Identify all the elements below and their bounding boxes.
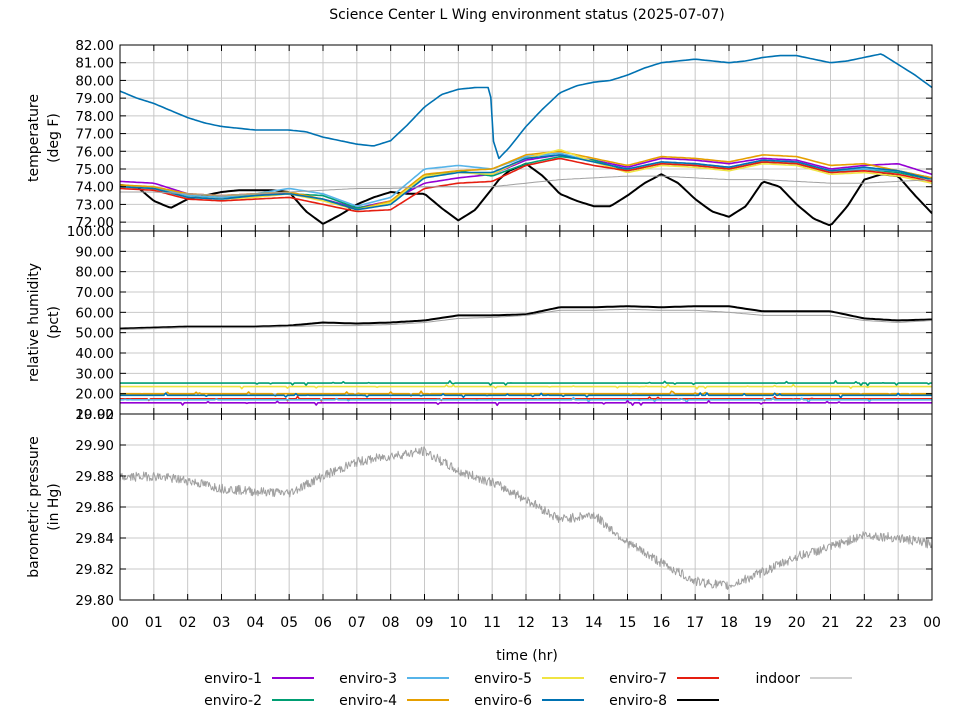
y-tick-label: 76.00 bbox=[75, 144, 114, 160]
y-tick-label: 82.00 bbox=[75, 38, 114, 54]
x-tick-label: 20 bbox=[788, 615, 806, 631]
y-tick-label: 29.84 bbox=[75, 531, 114, 547]
y-tick-label: 29.86 bbox=[75, 500, 114, 516]
x-tick-label: 15 bbox=[619, 615, 637, 631]
y-tick-label: 80.00 bbox=[75, 265, 114, 281]
panel-humidity: 10.00 20.00 30.00 40.00 50.00 60.00 70.00 80.00… bbox=[26, 224, 933, 423]
chart-title: Science Center L Wing environment status… bbox=[329, 7, 725, 23]
series-temperature-indoor bbox=[120, 175, 932, 196]
y-axis-label: (pct) bbox=[46, 306, 62, 339]
series-humidity-indoor bbox=[120, 308, 932, 331]
y-tick-label: 29.82 bbox=[75, 562, 114, 578]
y-tick-label: 20.00 bbox=[75, 387, 114, 403]
y-tick-label: 79.00 bbox=[75, 91, 114, 107]
y-tick-label: 30.00 bbox=[75, 366, 114, 382]
legend-entry-enviro-6: enviro-6 bbox=[474, 693, 584, 709]
x-tick-label: 17 bbox=[686, 615, 704, 631]
legend-label: enviro-4 bbox=[339, 693, 397, 709]
y-tick-label: 29.90 bbox=[75, 438, 114, 454]
y-tick-label: 75.00 bbox=[75, 162, 114, 178]
legend: enviro-1 enviro-3 enviro-5 enviro-7 indoor en… bbox=[204, 671, 852, 709]
series-humidity-enviro-5 bbox=[120, 383, 932, 390]
series-temperature-enviro-7 bbox=[120, 157, 932, 213]
x-tick-label: 09 bbox=[416, 615, 434, 631]
y-tick-label: 100.00 bbox=[67, 224, 114, 240]
legend-label: indoor bbox=[755, 671, 800, 687]
x-tick-label: 05 bbox=[280, 615, 298, 631]
x-tick-label: 16 bbox=[652, 615, 670, 631]
legend-entry-enviro-7: enviro-7 bbox=[609, 671, 719, 687]
series-humidity-enviro-1 bbox=[120, 399, 932, 407]
x-tick-label: 10 bbox=[449, 615, 467, 631]
y-tick-label: 90.00 bbox=[75, 244, 114, 260]
series-humidity-enviro-6 bbox=[120, 392, 932, 399]
y-tick-label: 29.88 bbox=[75, 469, 114, 485]
series-temperature-enviro-6 bbox=[120, 154, 932, 211]
legend-label: enviro-1 bbox=[204, 671, 262, 687]
series-humidity-enviro-2 bbox=[120, 379, 932, 387]
y-tick-label: 29.80 bbox=[75, 593, 114, 609]
legend-entry-enviro-2: enviro-2 bbox=[204, 693, 314, 709]
y-tick-label: 78.00 bbox=[75, 109, 114, 125]
x-tick-label: 03 bbox=[213, 615, 231, 631]
x-tick-label: 22 bbox=[855, 615, 873, 631]
x-tick-label: 08 bbox=[382, 615, 400, 631]
series-humidity-enviro-3 bbox=[120, 396, 932, 404]
y-axis-label: temperature bbox=[26, 94, 42, 182]
x-tick-label: 01 bbox=[145, 615, 163, 631]
y-tick-label: 70.00 bbox=[75, 285, 114, 301]
x-tick-label: 23 bbox=[889, 615, 907, 631]
legend-label: enviro-6 bbox=[474, 693, 532, 709]
y-axis-label: (deg F) bbox=[46, 113, 62, 163]
x-tick-label: 00 bbox=[923, 615, 941, 631]
series-humidity-enviro-7 bbox=[120, 395, 932, 402]
legend-entry-enviro-8: enviro-8 bbox=[609, 693, 719, 709]
x-tick-label: 07 bbox=[348, 615, 366, 631]
panel-pressure: 29.80 29.82 29.84 29.86 29.88 29.90 29.92 barom… bbox=[26, 407, 933, 609]
x-axis-label: time (hr) bbox=[496, 648, 558, 664]
legend-entry-enviro-1: enviro-1 bbox=[204, 671, 314, 687]
x-tick-label: 00 bbox=[111, 615, 129, 631]
legend-label: enviro-5 bbox=[474, 671, 532, 687]
y-tick-label: 73.00 bbox=[75, 197, 114, 213]
x-tick-label: 04 bbox=[246, 615, 264, 631]
x-tick-label: 11 bbox=[483, 615, 501, 631]
y-tick-label: 10.00 bbox=[75, 407, 114, 423]
y-tick-label: 74.00 bbox=[75, 180, 114, 196]
y-axis-label: relative humidity bbox=[26, 263, 42, 382]
legend-entry-enviro-3: enviro-3 bbox=[339, 671, 449, 687]
x-tick-label: 06 bbox=[314, 615, 332, 631]
x-tick-label: 21 bbox=[822, 615, 840, 631]
y-tick-label: 80.00 bbox=[75, 73, 114, 89]
y-tick-label: 29.92 bbox=[75, 407, 114, 423]
y-tick-label: 77.00 bbox=[75, 127, 114, 143]
y-axis-label: barometric pressure bbox=[26, 436, 42, 577]
legend-label: enviro-3 bbox=[339, 671, 397, 687]
legend-entry-enviro-5: enviro-5 bbox=[474, 671, 584, 687]
series-pressure-indoor bbox=[120, 446, 932, 590]
x-tick-label: 02 bbox=[179, 615, 197, 631]
legend-entry-indoor: indoor bbox=[755, 671, 852, 687]
y-tick-label: 50.00 bbox=[75, 326, 114, 342]
legend-label: enviro-8 bbox=[609, 693, 667, 709]
x-tick-label: 18 bbox=[720, 615, 738, 631]
y-tick-label: 40.00 bbox=[75, 346, 114, 362]
series-temperature-enviro-8-indoor-temp-trace-blue- bbox=[120, 53, 932, 160]
series-humidity-enviro-4 bbox=[120, 390, 932, 397]
x-tick-label: 12 bbox=[517, 615, 535, 631]
x-tick-label: 14 bbox=[585, 615, 603, 631]
y-axis-label: (in Hg) bbox=[46, 483, 62, 531]
series-humidity-enviro-8 bbox=[120, 305, 932, 330]
y-tick-label: 72.00 bbox=[75, 215, 114, 231]
x-tick-label: 13 bbox=[551, 615, 569, 631]
x-tick-label: 19 bbox=[754, 615, 772, 631]
y-tick-label: 60.00 bbox=[75, 305, 114, 321]
legend-label: enviro-7 bbox=[609, 671, 667, 687]
y-tick-label: 81.00 bbox=[75, 56, 114, 72]
legend-label: enviro-2 bbox=[204, 693, 262, 709]
legend-entry-enviro-4: enviro-4 bbox=[339, 693, 449, 709]
